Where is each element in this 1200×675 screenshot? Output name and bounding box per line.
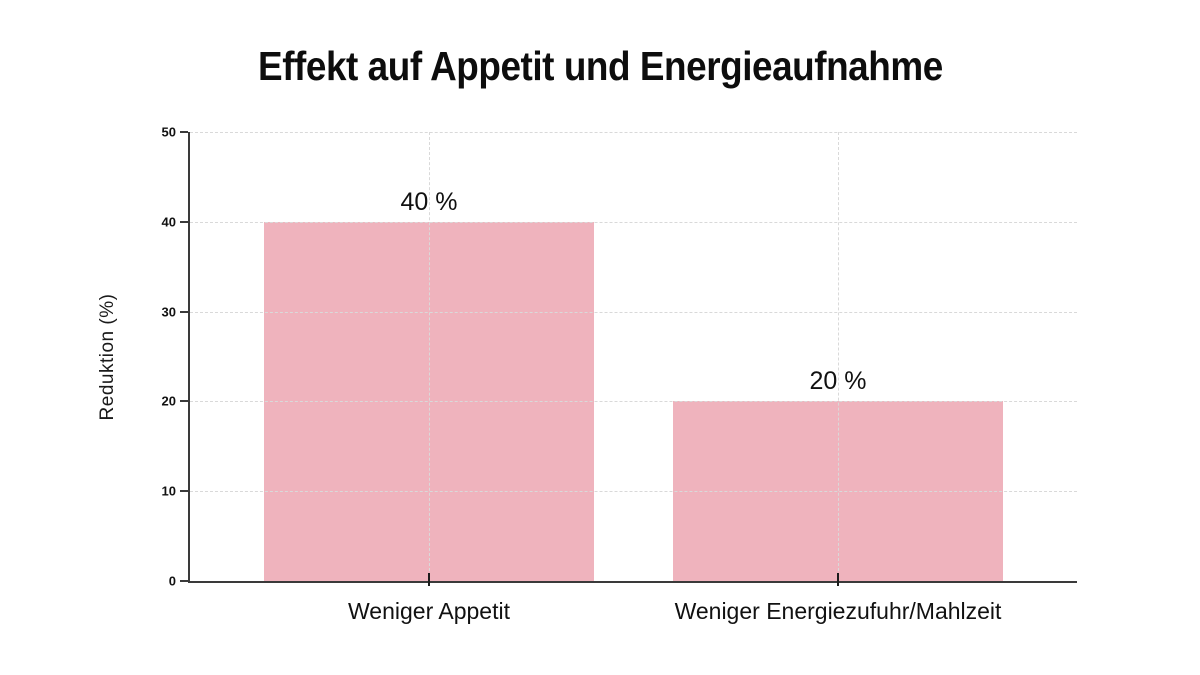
y-tick-50 <box>180 131 188 133</box>
y-tick-30 <box>180 310 188 313</box>
gridline-x-2 <box>838 132 839 581</box>
value-label-1: 40 % <box>400 187 458 216</box>
chart-title: Effekt auf Appetit und Energieaufnahme <box>257 43 943 89</box>
x-tick-1 <box>428 573 430 586</box>
x-tick-2 <box>837 573 839 586</box>
gridline-y-10 <box>190 491 1077 493</box>
gridline-y-50 <box>190 132 1077 133</box>
y-tick-0 <box>180 580 188 582</box>
y-tick-label-50: 50 <box>161 124 176 140</box>
x-tick-label-1: Weniger Appetit <box>348 598 510 624</box>
y-axis-label: Reduktion (%) <box>97 293 118 421</box>
x-tick-label-2: Weniger Energiezufuhr/Mahlzeit <box>674 598 1002 624</box>
chart-title-wrap: Effekt auf Appetit und Energieaufnahme <box>0 40 1200 102</box>
value-label-2: 20 % <box>809 367 867 396</box>
y-tick-40 <box>180 220 188 223</box>
y-tick-label-30: 30 <box>161 304 176 320</box>
gridline-x-1 <box>429 132 430 581</box>
y-tick-label-10: 10 <box>161 483 176 499</box>
plot-area: 0 10 20 30 40 50 Weniger Appetit 40 % Weniger En… <box>162 125 1077 624</box>
gridline-y-20 <box>190 401 1077 403</box>
y-tick-10 <box>180 490 188 493</box>
y-tick-20 <box>180 400 188 403</box>
y-tick-label-20: 20 <box>161 393 176 409</box>
gridline-y-40 <box>190 221 1077 223</box>
y-tick-label-40: 40 <box>161 214 176 230</box>
gridline-y-30 <box>190 311 1077 313</box>
y-tick-label-0: 0 <box>168 573 176 589</box>
